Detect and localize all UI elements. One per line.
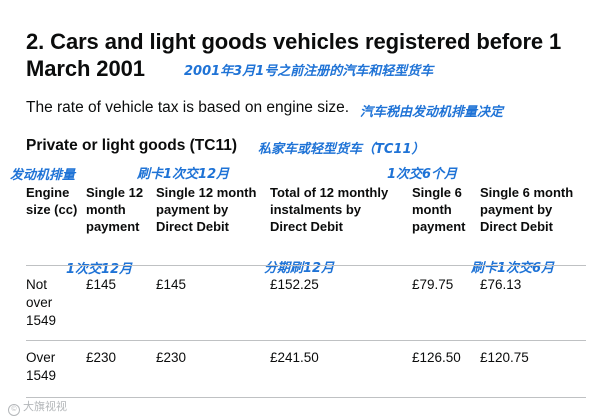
- annotation-single-6-cn: 1次交6个月: [387, 167, 458, 182]
- table-row-1-single-6: £79.75: [412, 277, 454, 292]
- section-heading-line-1: 2. Cars and light goods vehicles registe…: [26, 29, 562, 54]
- section-heading: 2. Cars and light goods vehicles registe…: [26, 28, 586, 82]
- table-row-2-single-12: £230: [86, 350, 117, 365]
- table-row-1-total-12-instalments: £152.25: [270, 277, 319, 292]
- table-row-2-label: Over 1549: [26, 350, 57, 383]
- table-row-2-single-6: £126.50: [412, 350, 461, 365]
- annotation-subtitle-cn: 私家车或轻型货车（TC11）: [258, 142, 425, 157]
- table-header-single-12: Single 12 month payment: [86, 185, 144, 234]
- table-row-2-total-12-instalments: £241.50: [270, 350, 319, 365]
- copyright-icon: ©: [8, 404, 20, 416]
- table-header-engine-size: Engine size (cc): [26, 185, 78, 217]
- table-row-1-single-12: £145: [86, 277, 117, 292]
- annotation-direct-debit-6-cn: 刷卡1次交6月: [471, 261, 555, 276]
- table-divider: [26, 397, 586, 398]
- table-header-total-12-instalments: Total of 12 monthly instalments by Direc…: [270, 185, 389, 234]
- watermark-text: 大旗视视: [23, 401, 67, 413]
- table-row-1-label: Not over 1549: [26, 277, 57, 328]
- table-header-single-12-direct-debit: Single 12 month payment by Direct Debit: [156, 185, 257, 234]
- table-row-1-single-12-dd: £145: [156, 277, 187, 292]
- table-header-single-6-direct-debit: Single 6 month payment by Direct Debit: [480, 185, 574, 234]
- section-heading-line-2: March 2001: [26, 56, 145, 81]
- table-subtitle: Private or light goods (TC11): [26, 137, 237, 154]
- annotation-single-12-cn: 1次交12月: [66, 262, 133, 277]
- lead-text: The rate of vehicle tax is based on engi…: [26, 99, 350, 116]
- table-divider: [26, 265, 586, 266]
- table-divider: [26, 340, 586, 341]
- watermark: © 大旗视视: [8, 398, 67, 416]
- annotation-instalments-12-cn: 分期刷12月: [264, 261, 335, 276]
- table-row-2-single-6-dd: £120.75: [480, 350, 529, 365]
- table-row-2-single-12-dd: £230: [156, 350, 187, 365]
- annotation-engine-size-cn: 发动机排量: [10, 168, 76, 183]
- annotation-title-cn: 2001年3月1号之前注册的汽车和轻型货车: [184, 64, 434, 79]
- annotation-lead-cn: 汽车税由发动机排量决定: [360, 105, 504, 120]
- table-header-single-6: Single 6 month payment: [412, 185, 466, 234]
- table-row-1-single-6-dd: £76.13: [480, 277, 522, 292]
- annotation-direct-debit-12-cn: 刷卡1次交12月: [137, 167, 230, 182]
